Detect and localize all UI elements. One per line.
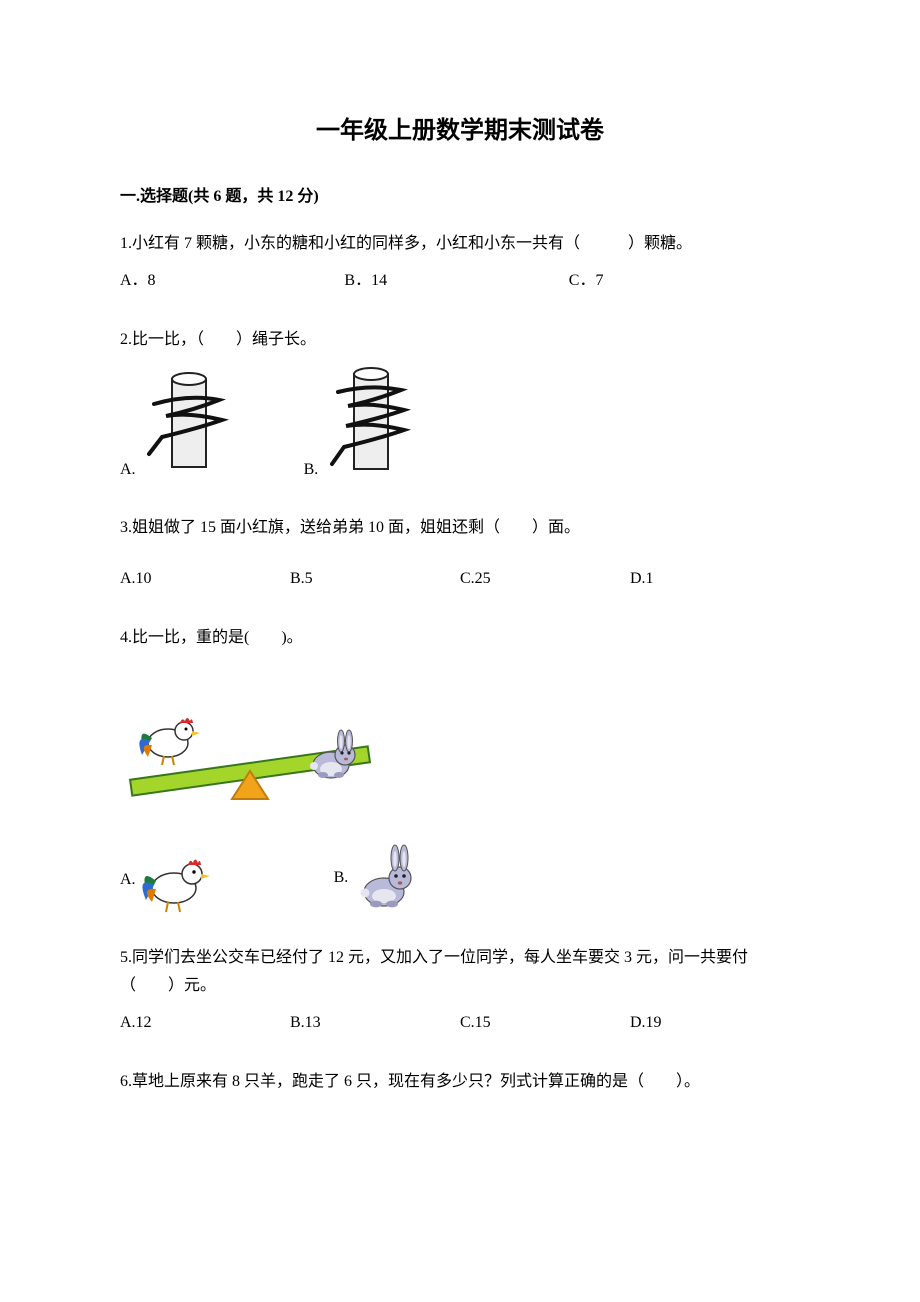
seesaw-icon bbox=[120, 673, 380, 803]
section-heading: 一.选择题(共 6 题，共 12 分) bbox=[120, 183, 800, 212]
option-a[interactable]: A. bbox=[120, 848, 214, 914]
option-b[interactable]: B. bbox=[334, 844, 423, 914]
option-label: B. bbox=[304, 456, 319, 485]
question-2: 2.比一比，（ ）绳子长。 A. B. bbox=[120, 326, 800, 485]
option-label: A. bbox=[120, 866, 136, 895]
option-c[interactable]: C.15 bbox=[460, 1009, 630, 1038]
option-a[interactable]: A．8 bbox=[120, 267, 344, 296]
rooster-icon bbox=[142, 848, 214, 914]
option-c[interactable]: C．7 bbox=[569, 267, 793, 296]
question-5: 5.同学们去坐公交车已经付了 12 元，又加入了一位同学，每人坐车要交 3 元，… bbox=[120, 944, 800, 1038]
option-row: A．8 B．14 C．7 bbox=[120, 267, 800, 296]
question-4: 4.比一比，重的是( )。 bbox=[120, 624, 800, 914]
question-text: 3.姐姐做了 15 面小红旗，送给弟弟 10 面，姐姐还剩（ ）面。 bbox=[120, 514, 800, 543]
option-row: A.10 B.5 C.25 D.1 bbox=[120, 565, 800, 594]
option-row: A.12 B.13 C.15 D.19 bbox=[120, 1009, 800, 1038]
option-b[interactable]: B.5 bbox=[290, 565, 460, 594]
rope-cylinder-icon bbox=[144, 364, 234, 484]
option-b[interactable]: B．14 bbox=[344, 267, 568, 296]
page-title: 一年级上册数学期末测试卷 bbox=[120, 110, 800, 153]
option-label: B. bbox=[334, 864, 349, 893]
option-a[interactable]: A.12 bbox=[120, 1009, 290, 1038]
question-1: 1.小红有 7 颗糖，小东的糖和小红的同样多，小红和小东一共有（ ）颗糖。 A．… bbox=[120, 230, 800, 296]
rabbit-icon bbox=[354, 844, 422, 914]
option-d[interactable]: D.19 bbox=[630, 1009, 800, 1038]
option-a[interactable]: A.10 bbox=[120, 565, 290, 594]
option-label: A. bbox=[120, 456, 136, 485]
rope-cylinder-icon bbox=[326, 364, 416, 484]
option-a[interactable]: A. bbox=[120, 364, 234, 484]
question-text: 2.比一比，（ ）绳子长。 bbox=[120, 326, 800, 355]
question-3: 3.姐姐做了 15 面小红旗，送给弟弟 10 面，姐姐还剩（ ）面。 A.10 … bbox=[120, 514, 800, 594]
question-text: 1.小红有 7 颗糖，小东的糖和小红的同样多，小红和小东一共有（ ）颗糖。 bbox=[120, 230, 800, 259]
option-b[interactable]: B. bbox=[304, 364, 417, 484]
question-text: 5.同学们去坐公交车已经付了 12 元，又加入了一位同学，每人坐车要交 3 元，… bbox=[120, 944, 800, 1002]
option-d[interactable]: D.1 bbox=[630, 565, 800, 594]
question-text: 6.草地上原来有 8 只羊，跑走了 6 只，现在有多少只？列式计算正确的是（ ）… bbox=[120, 1068, 800, 1097]
option-b[interactable]: B.13 bbox=[290, 1009, 460, 1038]
question-6: 6.草地上原来有 8 只羊，跑走了 6 只，现在有多少只？列式计算正确的是（ ）… bbox=[120, 1068, 800, 1097]
question-text: 4.比一比，重的是( )。 bbox=[120, 624, 800, 653]
option-c[interactable]: C.25 bbox=[460, 565, 630, 594]
